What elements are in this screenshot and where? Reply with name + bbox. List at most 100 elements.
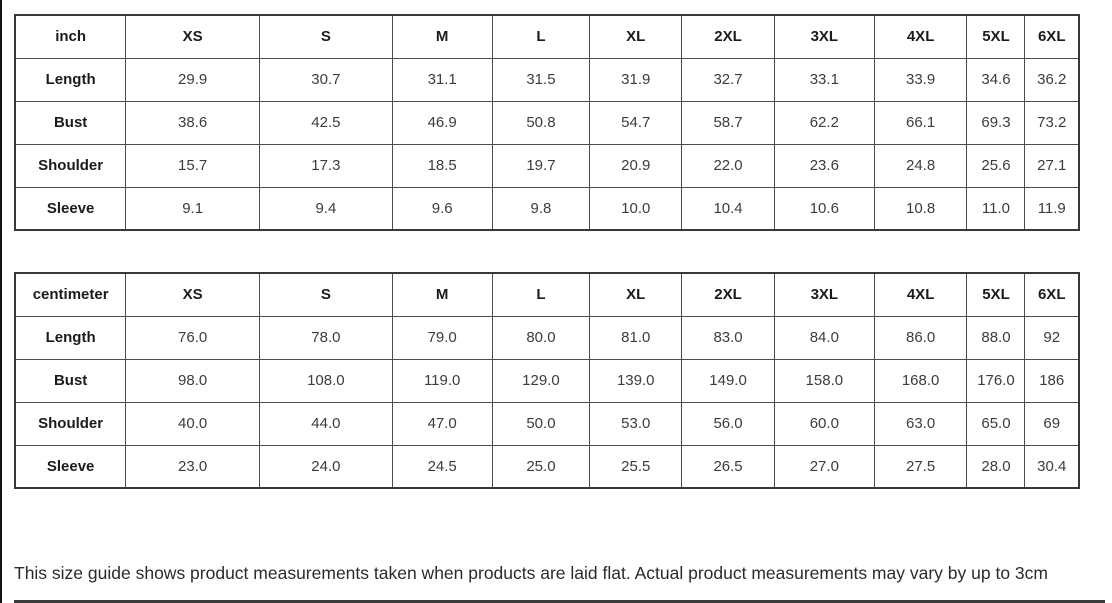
measurement-value-cell: 66.1	[873, 100, 968, 145]
measurement-label-cell: Sleeve	[14, 444, 127, 489]
measurement-value-cell: 73.2	[1024, 100, 1080, 145]
measurement-value-cell: 10.8	[873, 186, 968, 231]
size-table-body: Length 29.9 30.7 31.1 31.5 31.9 32.7 33.1 33.9 34…	[14, 57, 1080, 231]
size-header-cell: 2XL	[681, 14, 775, 59]
size-header-cell: XS	[125, 14, 260, 59]
measurement-value-cell: 80.0	[491, 315, 591, 360]
measurement-value-cell: 33.1	[773, 57, 875, 102]
size-header-cell: 6XL	[1024, 272, 1080, 317]
measurement-value-cell: 69.3	[966, 100, 1026, 145]
measurement-label-cell: Length	[14, 57, 127, 102]
measurement-value-cell: 11.9	[1024, 186, 1080, 231]
measurement-value-cell: 88.0	[966, 315, 1026, 360]
measurement-value-cell: 42.5	[258, 100, 393, 145]
size-header-cell: 6XL	[1024, 14, 1080, 59]
measurement-label-cell: Length	[14, 315, 127, 360]
measurement-value-cell: 15.7	[125, 143, 260, 188]
measurement-value-cell: 9.4	[258, 186, 393, 231]
measurement-value-cell: 20.9	[589, 143, 683, 188]
size-table-inch: inch XS S M L XL 2XL 3XL 4XL 5XL 6XL Length 29.9 30.…	[14, 14, 1080, 231]
measurement-value-cell: 33.9	[873, 57, 968, 102]
measurement-value-cell: 63.0	[873, 401, 968, 446]
size-header-cell: L	[491, 14, 591, 59]
measurement-value-cell: 81.0	[589, 315, 683, 360]
measurement-value-cell: 176.0	[966, 358, 1026, 403]
measurement-value-cell: 10.0	[589, 186, 683, 231]
measurement-value-cell: 58.7	[681, 100, 775, 145]
measurement-value-cell: 60.0	[773, 401, 875, 446]
measurement-value-cell: 129.0	[491, 358, 591, 403]
measurement-value-cell: 40.0	[125, 401, 260, 446]
size-table-centimeter: centimeter XS S M L XL 2XL 3XL 4XL 5XL 6XL Length 7…	[14, 272, 1080, 489]
unit-label-cell: inch	[14, 14, 127, 59]
measurement-value-cell: 84.0	[773, 315, 875, 360]
size-header-cell: 4XL	[873, 14, 968, 59]
measurement-value-cell: 28.0	[966, 444, 1026, 489]
measurement-value-cell: 22.0	[681, 143, 775, 188]
measurement-row: Bust 98.0 108.0 119.0 129.0 139.0 149.0 158.0 16…	[14, 358, 1080, 403]
size-header-cell: M	[391, 272, 493, 317]
measurement-value-cell: 158.0	[773, 358, 875, 403]
measurement-value-cell: 54.7	[589, 100, 683, 145]
measurement-value-cell: 19.7	[491, 143, 591, 188]
measurement-value-cell: 31.5	[491, 57, 591, 102]
size-table-header-row: inch XS S M L XL 2XL 3XL 4XL 5XL 6XL	[14, 14, 1080, 59]
size-header-cell: S	[258, 14, 393, 59]
size-header-cell: XL	[589, 272, 683, 317]
measurement-value-cell: 23.6	[773, 143, 875, 188]
size-header-cell: 2XL	[681, 272, 775, 317]
measurement-value-cell: 50.8	[491, 100, 591, 145]
measurement-value-cell: 53.0	[589, 401, 683, 446]
measurement-value-cell: 38.6	[125, 100, 260, 145]
measurement-value-cell: 36.2	[1024, 57, 1080, 102]
measurement-value-cell: 47.0	[391, 401, 493, 446]
measurement-label-cell: Shoulder	[14, 401, 127, 446]
measurement-row: Sleeve 9.1 9.4 9.6 9.8 10.0 10.4 10.6 10.8 11.0 11…	[14, 186, 1080, 231]
measurement-value-cell: 168.0	[873, 358, 968, 403]
cut-off-element-top-edge	[14, 600, 1105, 603]
size-header-cell: XS	[125, 272, 260, 317]
measurement-value-cell: 76.0	[125, 315, 260, 360]
measurement-value-cell: 24.0	[258, 444, 393, 489]
measurement-value-cell: 44.0	[258, 401, 393, 446]
measurement-value-cell: 27.1	[1024, 143, 1080, 188]
size-table-header-row: centimeter XS S M L XL 2XL 3XL 4XL 5XL 6XL	[14, 272, 1080, 317]
measurement-value-cell: 10.4	[681, 186, 775, 231]
measurement-value-cell: 50.0	[491, 401, 591, 446]
measurement-value-cell: 30.4	[1024, 444, 1080, 489]
measurement-value-cell: 26.5	[681, 444, 775, 489]
measurement-value-cell: 186	[1024, 358, 1080, 403]
measurement-value-cell: 65.0	[966, 401, 1026, 446]
measurement-value-cell: 139.0	[589, 358, 683, 403]
size-table-body: Length 76.0 78.0 79.0 80.0 81.0 83.0 84.0 86.0 88…	[14, 315, 1080, 489]
measurement-value-cell: 31.1	[391, 57, 493, 102]
measurement-value-cell: 83.0	[681, 315, 775, 360]
measurement-row: Sleeve 23.0 24.0 24.5 25.0 25.5 26.5 27.0 27.5 28…	[14, 444, 1080, 489]
measurement-value-cell: 24.8	[873, 143, 968, 188]
measurement-value-cell: 9.8	[491, 186, 591, 231]
measurement-value-cell: 86.0	[873, 315, 968, 360]
measurement-value-cell: 34.6	[966, 57, 1026, 102]
measurement-value-cell: 30.7	[258, 57, 393, 102]
size-header-cell: M	[391, 14, 493, 59]
measurement-value-cell: 98.0	[125, 358, 260, 403]
measurement-value-cell: 69	[1024, 401, 1080, 446]
measurement-value-cell: 78.0	[258, 315, 393, 360]
measurement-value-cell: 11.0	[966, 186, 1026, 231]
measurement-value-cell: 9.1	[125, 186, 260, 231]
measurement-label-cell: Sleeve	[14, 186, 127, 231]
measurement-value-cell: 56.0	[681, 401, 775, 446]
measurement-value-cell: 10.6	[773, 186, 875, 231]
unit-label-cell: centimeter	[14, 272, 127, 317]
size-header-cell: XL	[589, 14, 683, 59]
measurement-value-cell: 108.0	[258, 358, 393, 403]
measurement-value-cell: 119.0	[391, 358, 493, 403]
measurement-value-cell: 149.0	[681, 358, 775, 403]
measurement-row: Length 76.0 78.0 79.0 80.0 81.0 83.0 84.0 86.0 88…	[14, 315, 1080, 360]
measurement-row: Bust 38.6 42.5 46.9 50.8 54.7 58.7 62.2 66.1 69.3…	[14, 100, 1080, 145]
measurement-value-cell: 79.0	[391, 315, 493, 360]
size-header-cell: L	[491, 272, 591, 317]
measurement-row: Shoulder 40.0 44.0 47.0 50.0 53.0 56.0 60.0 63.0…	[14, 401, 1080, 446]
measurement-value-cell: 17.3	[258, 143, 393, 188]
measurement-label-cell: Shoulder	[14, 143, 127, 188]
